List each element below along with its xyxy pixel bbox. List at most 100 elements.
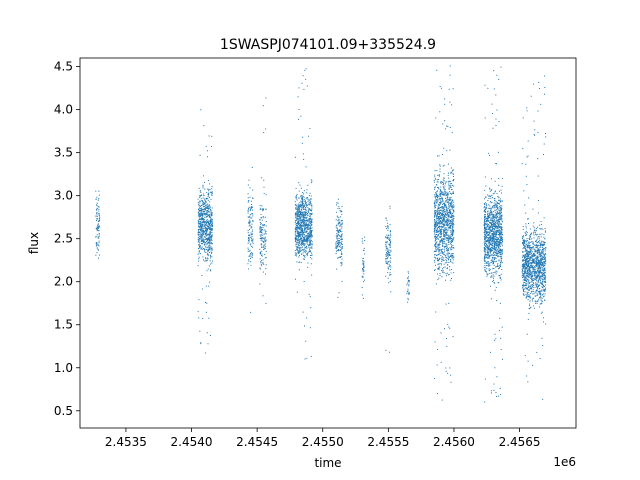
data-point [302, 136, 304, 138]
data-point [522, 243, 524, 245]
data-point [499, 218, 501, 220]
data-point [97, 224, 99, 226]
data-point [310, 355, 312, 357]
data-point [500, 205, 502, 207]
data-point [488, 240, 490, 242]
data-point [306, 197, 308, 199]
data-point [210, 227, 212, 229]
data-point [445, 236, 447, 238]
data-point [493, 389, 495, 391]
data-point [492, 237, 494, 239]
data-point [199, 247, 201, 249]
data-point [500, 228, 502, 230]
data-point [488, 242, 490, 244]
data-point [499, 236, 501, 238]
data-point [198, 209, 200, 211]
data-point [493, 248, 495, 250]
data-point [449, 203, 451, 205]
data-point [204, 225, 206, 227]
data-point [199, 194, 201, 196]
data-point [250, 217, 252, 219]
data-point [433, 244, 435, 246]
data-point [436, 211, 438, 213]
data-point [484, 235, 486, 237]
data-point [442, 179, 444, 181]
data-point [496, 215, 498, 217]
data-point [544, 281, 546, 283]
data-point [485, 228, 487, 230]
data-point [442, 123, 444, 125]
data-point [537, 276, 539, 278]
data-point [499, 317, 501, 319]
data-point [484, 244, 486, 246]
data-point [265, 273, 267, 275]
data-point [207, 229, 209, 231]
data-point [434, 223, 436, 225]
data-point [483, 258, 485, 260]
data-point [309, 251, 311, 253]
data-point [494, 243, 496, 245]
data-point [495, 201, 497, 203]
data-point [452, 214, 454, 216]
data-point [539, 284, 541, 286]
data-point [494, 220, 496, 222]
data-point [447, 257, 449, 259]
data-point [385, 249, 387, 251]
data-point [307, 227, 309, 229]
data-point [203, 214, 205, 216]
data-point [301, 242, 303, 244]
data-point [499, 218, 501, 220]
data-point [300, 249, 302, 251]
data-point [202, 240, 204, 242]
data-point [499, 216, 501, 218]
data-point [199, 246, 201, 248]
data-point [298, 214, 300, 216]
data-point [536, 271, 538, 273]
data-point [443, 216, 445, 218]
data-point [300, 234, 302, 236]
data-point [492, 253, 494, 255]
data-point [407, 288, 409, 290]
data-point [495, 203, 497, 205]
data-point [450, 259, 452, 261]
data-point [443, 248, 445, 250]
data-point [438, 232, 440, 234]
data-point [311, 212, 313, 214]
data-point [207, 156, 209, 158]
data-point [544, 256, 546, 258]
data-point [440, 217, 442, 219]
data-point [439, 86, 441, 88]
data-point [489, 226, 491, 228]
data-point [446, 224, 448, 226]
data-point [450, 220, 452, 222]
data-point [96, 252, 98, 254]
data-point [533, 133, 535, 135]
data-point [361, 276, 363, 278]
data-point [386, 253, 388, 255]
data-point [387, 237, 389, 239]
data-point [434, 227, 436, 229]
data-point [295, 212, 297, 214]
data-point [497, 255, 499, 257]
data-point [437, 179, 439, 181]
data-point [501, 200, 503, 202]
data-point [443, 259, 445, 261]
data-point [310, 254, 312, 256]
data-point [296, 249, 298, 251]
data-point [436, 208, 438, 210]
data-point [208, 246, 210, 248]
data-point [452, 193, 454, 195]
data-point [496, 201, 498, 203]
data-point [296, 207, 298, 209]
data-point [451, 208, 453, 210]
data-point [436, 210, 438, 212]
data-point [498, 214, 500, 216]
data-point [484, 251, 486, 253]
data-point [440, 361, 442, 363]
data-point [210, 209, 212, 211]
data-point [388, 263, 390, 265]
data-point [490, 220, 492, 222]
data-point [447, 235, 449, 237]
data-point [307, 240, 309, 242]
data-point [340, 262, 342, 264]
